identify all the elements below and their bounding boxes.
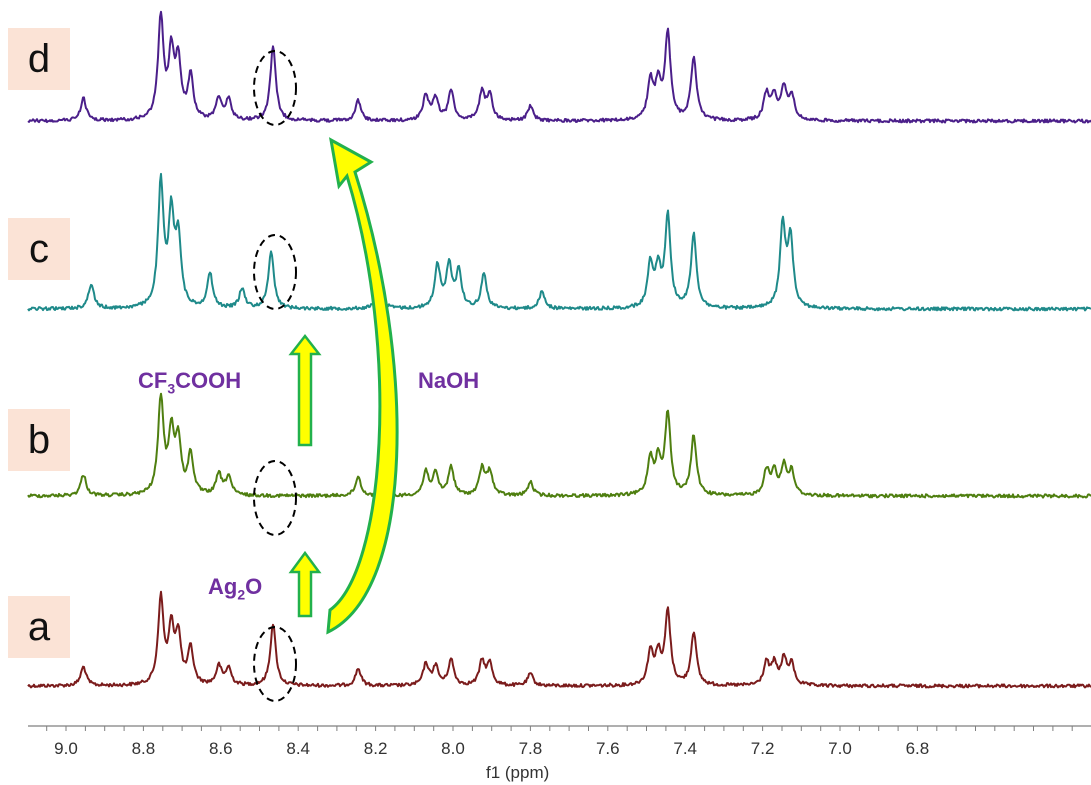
reagent-naoh-text: NaOH — [418, 368, 480, 393]
highlight-circles — [253, 50, 297, 702]
reagent-ag2o: Ag2O — [208, 574, 262, 602]
spectra-layer — [27, 10, 1091, 689]
x-tick-label: 8.6 — [209, 739, 233, 758]
naoh-curved-arrow — [326, 137, 399, 635]
spectrum-trace-c — [27, 172, 1091, 312]
reaction-arrows — [288, 137, 399, 635]
x-tick-label: 9.0 — [54, 739, 78, 758]
x-tick-label: 8.0 — [441, 739, 465, 758]
x-tick-label: 7.6 — [596, 739, 620, 758]
reagent-cf3cooh: CF3COOH — [138, 368, 241, 396]
x-axis: 9.0 8.8 8.6 8.4 8.2 8.0 7.8 7.6 7.4 7.2 7.0 6.8 — [28, 725, 1091, 758]
spectrum-label-b: b — [8, 409, 70, 471]
spectrum-label-a: a — [8, 596, 70, 658]
spectrum-label-d-text: d — [27, 36, 51, 81]
reagent-cf3cooh-base: CF — [138, 368, 168, 393]
cf3cooh-arrow — [288, 333, 322, 447]
reagent-ag2o-base: Ag — [208, 574, 238, 599]
x-tick-label: 7.8 — [519, 739, 543, 758]
spectrum-trace-b — [27, 392, 1091, 499]
x-tick-label: 8.4 — [286, 739, 310, 758]
ag2o-arrow — [288, 550, 322, 618]
reagent-ag2o-sub: 2 — [237, 586, 246, 603]
x-axis-title-text: f1 (ppm) — [486, 763, 550, 782]
reagent-naoh: NaOH — [418, 368, 479, 394]
spectrum-trace-d — [27, 10, 1091, 124]
spectrum-label-a-text: a — [27, 604, 51, 649]
spectrum-label-c: c — [8, 218, 70, 280]
highlight-circle-b — [253, 460, 297, 536]
highlight-circle-c — [253, 234, 297, 310]
spectrum-trace-a — [27, 590, 1091, 689]
reagent-cf3cooh-tail: COOH — [175, 368, 242, 393]
x-tick-label: 7.0 — [828, 739, 852, 758]
highlight-circle-a — [253, 626, 297, 702]
x-tick-label: 8.8 — [132, 739, 156, 758]
highlight-circle-d — [253, 50, 297, 126]
x-tick-label: 7.2 — [751, 739, 775, 758]
x-tick-label: 7.4 — [673, 739, 697, 758]
reagent-ag2o-tail: O — [245, 574, 263, 599]
x-axis-title: f1 (ppm) — [486, 763, 549, 783]
reagent-cf3cooh-sub: 3 — [167, 380, 176, 397]
spectrum-label-c-text: c — [29, 226, 49, 271]
spectrum-label-d: d — [8, 28, 70, 90]
x-tick-label: 8.2 — [364, 739, 388, 758]
spectrum-label-b-text: b — [27, 417, 51, 462]
x-tick-label: 6.8 — [906, 739, 930, 758]
